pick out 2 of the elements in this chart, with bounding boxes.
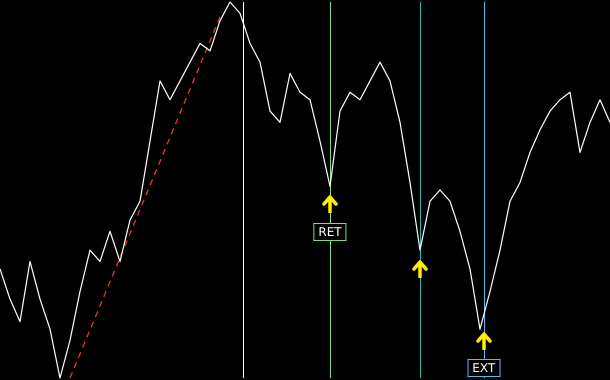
annotation: RET	[313, 223, 347, 241]
annotation: EXT	[467, 359, 500, 377]
